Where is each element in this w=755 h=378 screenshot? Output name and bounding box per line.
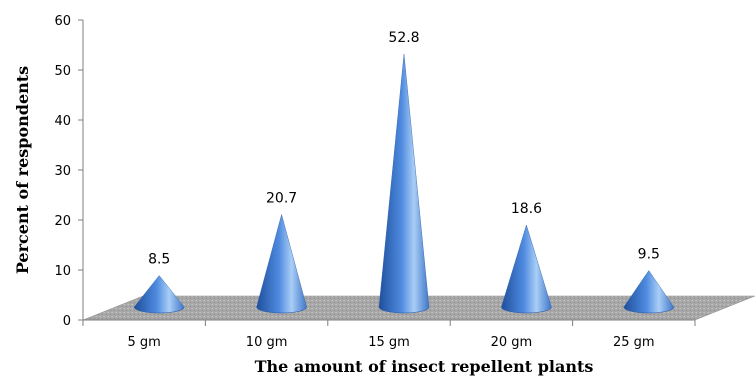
y-axis-title: Percent of respondents [13,66,32,274]
x-category-label: 20 gm [491,335,533,350]
cone-bar [501,224,552,314]
x-category-label: 15 gm [368,335,410,350]
data-label: 20.7 [266,191,297,207]
y-tick-label: 20 [54,214,71,229]
cone-bar [256,213,307,314]
data-label: 8.5 [148,252,170,268]
cone-bar [623,270,675,314]
x-category-label: 10 gm [246,335,288,350]
cone-bar [378,53,430,314]
x-category-label: 5 gm [128,335,161,350]
data-label: 18.6 [511,201,542,217]
y-tick-label: 60 [54,14,71,29]
y-tick-label: 30 [54,164,71,179]
cone-bar [133,275,185,314]
x-axis-title: The amount of insect repellent plants [255,357,594,376]
data-label: 9.5 [638,247,660,263]
y-tick-label: 40 [54,114,71,129]
y-tick-label: 10 [54,264,71,279]
x-category-label: 25 gm [613,335,655,350]
data-label: 52.8 [388,30,419,46]
y-tick-label: 0 [63,314,71,329]
y-tick-label: 50 [54,64,71,79]
